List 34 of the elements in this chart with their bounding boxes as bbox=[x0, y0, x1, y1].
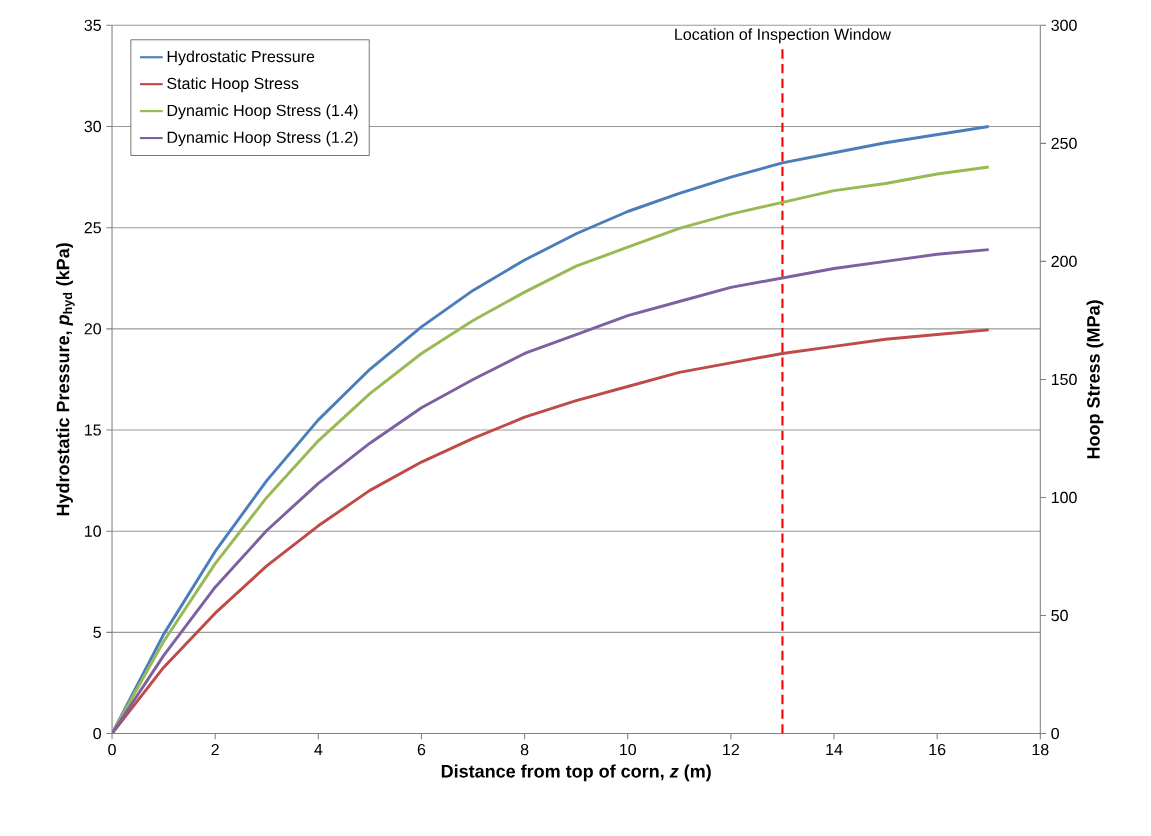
y-axis-title: Hydrostatic Pressure, p$_{hyd}$ (kPa) bbox=[56, 243, 75, 516]
legend-label: Hydrostatic Pressure bbox=[167, 50, 315, 66]
y2-axis-title: Hoop Stress (MPa) bbox=[1086, 300, 1104, 459]
x-tick-label: 14 bbox=[826, 743, 843, 755]
y-tick-label: 15 bbox=[85, 424, 101, 436]
x-tick-label: 8 bbox=[520, 743, 529, 756]
x-tick-label: 4 bbox=[314, 743, 323, 755]
y-tick-label: 35 bbox=[84, 19, 101, 31]
x-tick-label: 6 bbox=[417, 743, 426, 756]
y-tick-label: 0 bbox=[93, 727, 102, 740]
y2-tick-label: 150 bbox=[1051, 373, 1077, 385]
y-tick-label: 25 bbox=[84, 221, 101, 234]
x-tick-label: 2 bbox=[211, 743, 219, 756]
x-tick-label: 16 bbox=[929, 743, 946, 756]
y2-tick-label: 300 bbox=[1051, 19, 1077, 31]
y2-tick-label: 100 bbox=[1051, 491, 1077, 504]
x-axis-title: Distance from top of corn, z (m) bbox=[441, 764, 711, 782]
x-tick-label: 0 bbox=[108, 743, 116, 756]
y2-tick-label: 200 bbox=[1051, 255, 1077, 267]
line-series bbox=[112, 328, 991, 734]
y-tick-label: 30 bbox=[84, 120, 102, 133]
y-tick-label: 20 bbox=[84, 323, 102, 335]
ref-line-label: Location of Inspection Window bbox=[675, 28, 891, 44]
y2-tick-label: 0 bbox=[1051, 727, 1059, 740]
y-tick-label: 10 bbox=[85, 525, 102, 537]
y-tick-label: 5 bbox=[93, 626, 101, 638]
y2-tick-label: 250 bbox=[1051, 137, 1077, 149]
legend-label: Dynamic Hoop Stress (1.2) bbox=[167, 131, 358, 147]
x-tick-label: 12 bbox=[723, 743, 739, 756]
x-tick-label: 10 bbox=[620, 743, 637, 756]
legend-label: Static Hoop Stress bbox=[167, 77, 299, 93]
y2-tick-label: 50 bbox=[1051, 609, 1068, 622]
legend-label: Dynamic Hoop Stress (1.4) bbox=[167, 104, 358, 120]
x-tick-label: 18 bbox=[1032, 743, 1049, 756]
